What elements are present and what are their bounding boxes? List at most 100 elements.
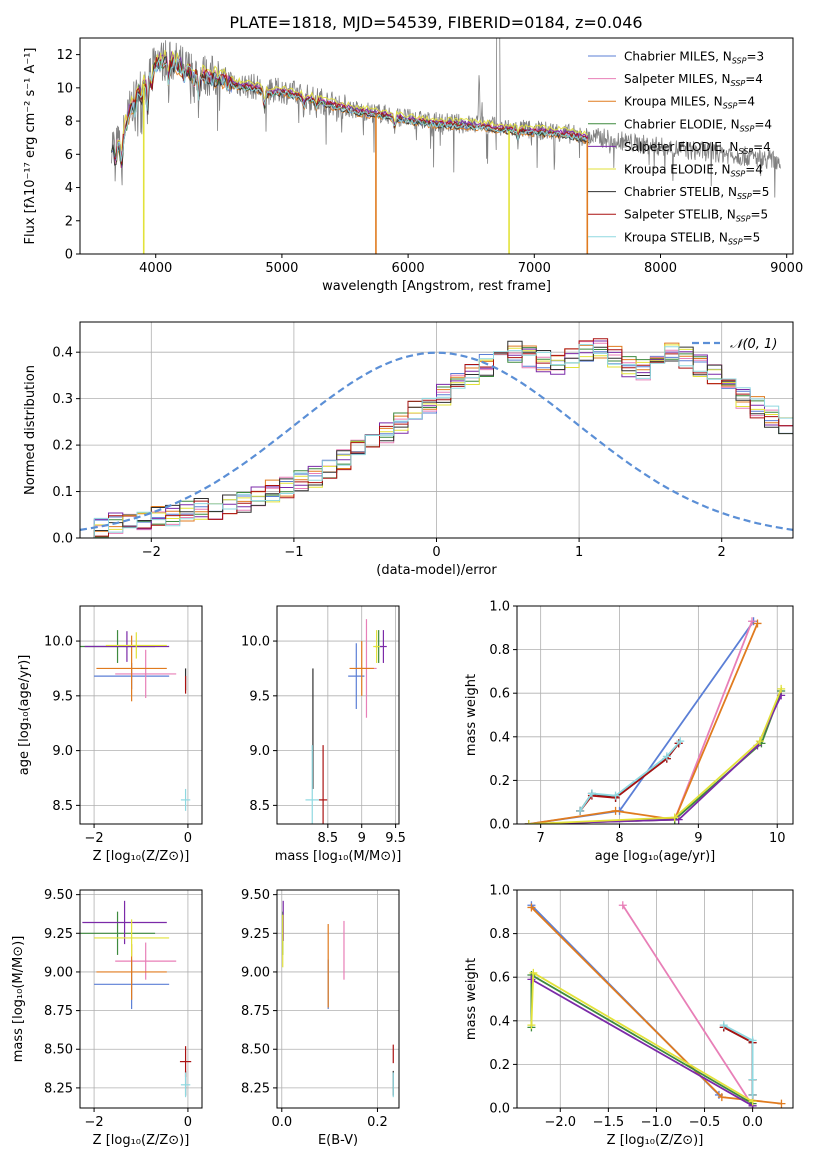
y-tick-label: 8.5 — [52, 799, 73, 814]
y-tick-label: 8.75 — [44, 1004, 73, 1019]
x-tick-label: 10 — [769, 831, 786, 846]
y-axis-label: Normed distribution — [23, 365, 38, 495]
y-tick-label: 0.2 — [52, 439, 73, 454]
weight-marker — [777, 1099, 786, 1108]
y-tick-label: 9.00 — [241, 965, 270, 980]
x-axis-label: mass [log₁₀(M/M⊙)] — [275, 849, 402, 864]
axes-frame — [276, 889, 400, 1109]
weight-salpeter-elodie-line — [528, 695, 783, 824]
x-tick-label: −1.0 — [641, 1115, 673, 1130]
histogram-kroupa-stelib-step — [80, 344, 793, 538]
legend-label: 𝒩(0, 1) — [730, 337, 777, 352]
y-axis-label: mass weight — [464, 958, 479, 1040]
x-tick-label: 0.2 — [367, 1115, 388, 1130]
weight-kroupa-elodie-line — [528, 688, 783, 824]
plot-area — [282, 900, 394, 1098]
y-axis-label: Flux [fλ10⁻¹⁷ erg cm⁻² s⁻¹ A⁻¹] — [23, 48, 38, 245]
weight-marker — [748, 1090, 757, 1099]
weight-marker — [670, 813, 679, 822]
y-tick-label: 9.5 — [52, 689, 73, 704]
weight-marker — [748, 1036, 757, 1045]
chart-age_vs_z: −2 0 8.5 9.0 9.5 10.0 Z [log₁₀(Z/Z⊙)] age [log₁… — [17, 605, 203, 864]
weight-marker — [611, 791, 620, 800]
chart-mass_vs_ebv: 0.0 0.2 8.25 8.50 8.75 9.00 9.25 9.50 E(B-V) — [241, 888, 400, 1148]
weight-marker — [676, 737, 685, 746]
chart-weight_vs_age: 7 8 9 10 0.0 0.2 0.4 0.6 0.8 1.0 age [log₁₀(age/yr… — [464, 600, 794, 864]
x-axis-label: (data-model)/error — [376, 563, 497, 578]
x-tick-label: 6000 — [392, 261, 425, 276]
y-tick-label: 8.75 — [241, 1004, 270, 1019]
plot-area — [305, 619, 387, 824]
y-tick-label: 2 — [65, 214, 73, 229]
y-tick-label: 9.5 — [249, 689, 270, 704]
y-tick-label: 0.8 — [489, 927, 510, 942]
x-axis-label: Z [log₁₀(Z/Z⊙)] — [93, 849, 190, 864]
y-tick-label: 1.0 — [489, 600, 510, 615]
axes-frame — [79, 605, 203, 825]
y-axis-label: mass weight — [464, 674, 479, 756]
x-tick-label: −2 — [84, 1115, 103, 1130]
x-tick-label: 0.0 — [742, 1115, 763, 1130]
axes-frame — [79, 37, 794, 255]
x-tick-label: −2.0 — [544, 1115, 576, 1130]
legend-label: Salpeter STELIB, NSSP=5 — [624, 208, 768, 224]
x-tick-label: 5000 — [265, 261, 298, 276]
model-kroupa-elodie-line — [116, 49, 588, 155]
residuals-legend: 𝒩(0, 1) — [692, 337, 777, 352]
y-tick-label: 10 — [56, 81, 73, 96]
x-tick-label: 8000 — [644, 261, 677, 276]
x-axis-label: wavelength [Angstrom, rest frame] — [322, 279, 551, 294]
legend-label: Kroupa MILES, NSSP=4 — [624, 95, 755, 111]
y-tick-label: 12 — [56, 48, 73, 63]
x-axis-label: age [log₁₀(age/yr)] — [595, 849, 716, 864]
chart-mass_vs_z: −2 0 8.25 8.50 8.75 9.00 9.25 9.50 Z [log₁₀(Z/Z⊙… — [11, 888, 203, 1148]
chart-spectrum: 4000 5000 6000 7000 8000 9000 0 2 4 6 8 10 12 wavelen… — [23, 37, 803, 294]
weight-marker — [611, 806, 620, 815]
y-tick-label: 8.50 — [44, 1043, 73, 1058]
legend-label: Kroupa STELIB, NSSP=5 — [624, 230, 760, 246]
y-axis-label: mass [log₁₀(M/M⊙)] — [11, 936, 26, 1063]
y-tick-label: 8.50 — [241, 1043, 270, 1058]
y-tick-label: 0.4 — [52, 346, 73, 361]
legend-label: Chabrier ELODIE, NSSP=4 — [624, 117, 772, 133]
weight-salpeter-elodie-line — [530, 978, 754, 1107]
x-tick-label: 8 — [615, 831, 623, 846]
weight-marker — [717, 1093, 726, 1102]
weight-marker — [618, 901, 627, 910]
y-tick-label: 9.0 — [249, 744, 270, 759]
plot-area — [80, 630, 191, 811]
y-tick-label: 0.1 — [52, 485, 73, 500]
x-tick-label: 8.5 — [317, 831, 338, 846]
weight-marker — [524, 820, 533, 824]
x-tick-label: 9 — [358, 831, 366, 846]
y-tick-label: 0.8 — [489, 643, 510, 658]
normal-distribution-curve — [80, 351, 793, 531]
y-tick-label: 0.2 — [489, 774, 510, 789]
x-tick-label: −0.5 — [689, 1115, 721, 1130]
x-tick-label: 0 — [184, 1115, 192, 1130]
x-tick-label: 9000 — [770, 261, 803, 276]
weight-marker — [748, 1075, 757, 1084]
x-tick-label: 7 — [537, 831, 545, 846]
legend-label: Chabrier STELIB, NSSP=5 — [624, 185, 769, 201]
x-tick-label: 7000 — [518, 261, 551, 276]
x-tick-label: 9 — [694, 831, 702, 846]
plot-area — [524, 617, 786, 824]
weight-marker — [527, 975, 536, 984]
x-axis-label: E(B-V) — [318, 1133, 358, 1148]
x-tick-label: −2 — [142, 545, 161, 560]
y-tick-label: 10.0 — [44, 635, 73, 650]
histogram-salpeter-stelib-step — [80, 338, 793, 538]
x-tick-label: 0 — [432, 545, 440, 560]
weight-marker — [587, 789, 596, 798]
x-tick-label: −2 — [84, 831, 103, 846]
plot-area — [527, 901, 786, 1108]
y-tick-label: 4 — [65, 181, 73, 196]
x-tick-label: 1 — [575, 545, 583, 560]
y-tick-label: 9.00 — [44, 965, 73, 980]
weight-marker — [529, 968, 538, 977]
weight-marker — [662, 752, 671, 761]
weight-marker — [527, 1021, 536, 1030]
chart-weight_vs_z: −2.0 −1.5 −1.0 −0.5 0.0 0.0 0.2 0.4 0.6 0.8 1.0 Z [… — [464, 884, 794, 1148]
legend-label: Salpeter ELODIE, NSSP=4 — [624, 140, 771, 156]
